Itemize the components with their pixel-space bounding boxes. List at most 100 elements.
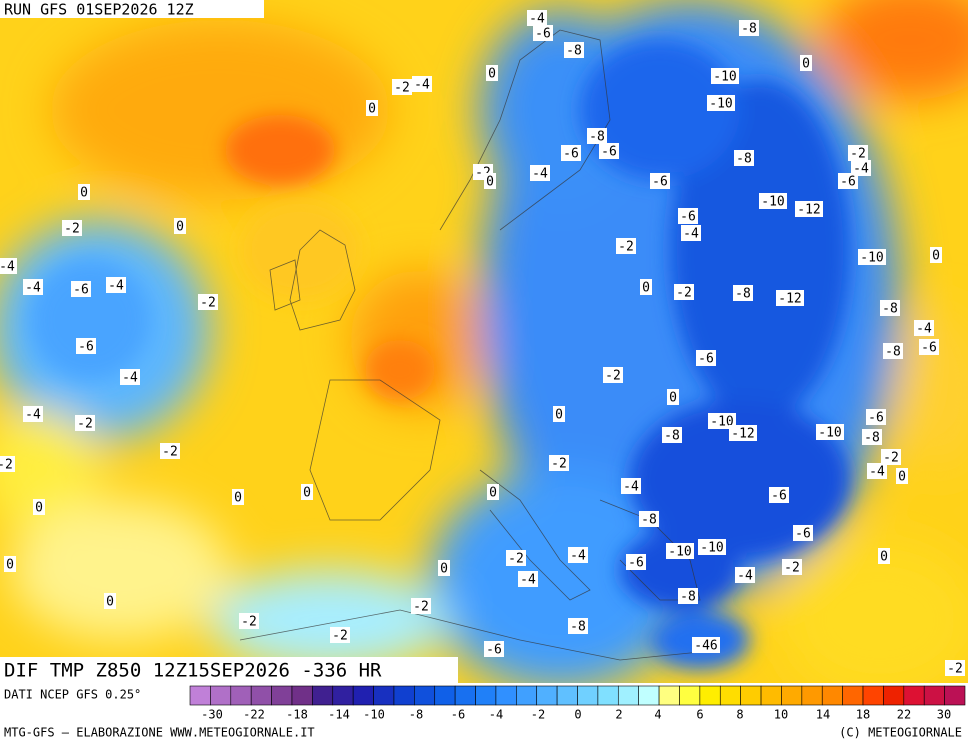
legend-swatch bbox=[883, 685, 905, 706]
contour-label-box bbox=[696, 350, 716, 366]
contour-label-box bbox=[603, 367, 623, 383]
contour-label: -8 bbox=[736, 152, 752, 167]
contour-label-box bbox=[667, 389, 679, 405]
contour-label-box bbox=[506, 550, 526, 566]
contour-label: -4 bbox=[0, 260, 15, 275]
legend-swatch bbox=[638, 685, 660, 706]
contour-label-box bbox=[568, 547, 588, 563]
contour-label: 0 bbox=[35, 501, 43, 516]
contour-label: -10 bbox=[710, 415, 733, 430]
credit-right: (C) METEOGIORNALE bbox=[839, 726, 962, 740]
contour-label: -6 bbox=[921, 341, 937, 356]
contour-label-box bbox=[848, 145, 868, 161]
contour-label: 0 bbox=[106, 595, 114, 610]
contour-label-box bbox=[527, 10, 547, 26]
contour-label: -2 bbox=[413, 600, 429, 615]
contour-label: -6 bbox=[563, 147, 579, 162]
contour-label: -8 bbox=[570, 620, 586, 635]
contour-label: -4 bbox=[532, 167, 548, 182]
contour-label: -4 bbox=[853, 162, 869, 177]
legend-swatch bbox=[434, 685, 456, 706]
legend-swatch bbox=[536, 685, 558, 706]
contour-label-box bbox=[78, 184, 90, 200]
contour-label: -4 bbox=[869, 465, 885, 480]
contour-label: -2 bbox=[947, 662, 963, 677]
contour-label: -4 bbox=[623, 480, 639, 495]
contour-label-box bbox=[769, 487, 789, 503]
contour-label-box bbox=[62, 220, 82, 236]
contour-label-box bbox=[487, 484, 499, 500]
contour-label-box bbox=[881, 449, 901, 465]
contour-label: -8 bbox=[882, 302, 898, 317]
temperature-field bbox=[0, 0, 968, 683]
legend-swatch bbox=[699, 685, 721, 706]
source: DATI NCEP GFS 0.25° bbox=[4, 688, 141, 702]
contour-label: -4 bbox=[529, 12, 545, 27]
contour-label: -6 bbox=[868, 411, 884, 426]
contour-label: -8 bbox=[735, 287, 751, 302]
legend-label: 4 bbox=[654, 708, 661, 722]
legend-swatch bbox=[944, 685, 966, 706]
legend-swatch bbox=[658, 685, 680, 706]
legend-label: -10 bbox=[363, 708, 385, 722]
legend-swatch bbox=[352, 685, 374, 706]
contour-label: -4 bbox=[108, 279, 124, 294]
contour-label: -6 bbox=[78, 340, 94, 355]
legend-label: 14 bbox=[816, 708, 830, 722]
contour-label: -12 bbox=[731, 427, 754, 442]
legend-swatch bbox=[210, 685, 232, 706]
contour-label-box bbox=[711, 68, 739, 84]
contour-label-box bbox=[739, 20, 759, 36]
contour-label-box bbox=[678, 208, 698, 224]
legend-label: -14 bbox=[328, 708, 350, 722]
legend-label: 30 bbox=[937, 708, 951, 722]
contour-label: -2 bbox=[200, 296, 216, 311]
contour-label: -8 bbox=[566, 44, 582, 59]
contour-label: -10 bbox=[713, 70, 736, 85]
contour-label-box bbox=[776, 290, 804, 306]
contour-label: 0 bbox=[898, 470, 906, 485]
contour-label: -2 bbox=[784, 561, 800, 576]
legend-swatch bbox=[312, 685, 334, 706]
contour-label-box bbox=[734, 150, 754, 166]
contour-label: -6 bbox=[840, 175, 856, 190]
legend-swatch bbox=[189, 685, 211, 706]
contour-label: -2 bbox=[850, 147, 866, 162]
contour-label-box bbox=[800, 55, 812, 71]
contour-label: -4 bbox=[737, 569, 753, 584]
contour-label-box bbox=[564, 42, 584, 58]
contour-label-box bbox=[33, 499, 45, 515]
contour-label-box bbox=[945, 660, 965, 676]
contour-label-box bbox=[851, 160, 871, 176]
contour-label-box bbox=[681, 225, 701, 241]
legend-swatch bbox=[760, 685, 782, 706]
contour-label: 0 bbox=[642, 281, 650, 296]
contour-label-box bbox=[640, 279, 652, 295]
legend-swatch bbox=[516, 685, 538, 706]
contour-label-box bbox=[411, 598, 431, 614]
color-legend: -30 -22 -18 -14 -10 -8 -6 -4 -2 0 2 4 6 8 10 14 18 22 30 bbox=[189, 685, 966, 722]
contour-label-box bbox=[174, 218, 186, 234]
contour-label-box bbox=[866, 409, 886, 425]
contour-label-box bbox=[366, 100, 378, 116]
contour-label: -8 bbox=[864, 431, 880, 446]
legend-swatch bbox=[842, 685, 864, 706]
contour-label: -2 bbox=[551, 457, 567, 472]
contour-label: -2 bbox=[676, 286, 692, 301]
legend-label: -2 bbox=[531, 708, 545, 722]
legend-label: -18 bbox=[286, 708, 308, 722]
contour-label-box bbox=[486, 65, 498, 81]
contour-label-box bbox=[392, 79, 412, 95]
legend-label: 6 bbox=[696, 708, 703, 722]
contour-label: -6 bbox=[73, 283, 89, 298]
contour-label-box bbox=[678, 588, 698, 604]
contour-label-box bbox=[518, 571, 538, 587]
contour-label-box bbox=[862, 429, 882, 445]
legend-swatch bbox=[271, 685, 293, 706]
legend-swatch bbox=[923, 685, 945, 706]
legend-swatch bbox=[617, 685, 639, 706]
legend-swatch bbox=[291, 685, 313, 706]
legend-label: -4 bbox=[489, 708, 503, 722]
contour-label: 0 bbox=[669, 391, 677, 406]
contour-label-box bbox=[553, 406, 565, 422]
